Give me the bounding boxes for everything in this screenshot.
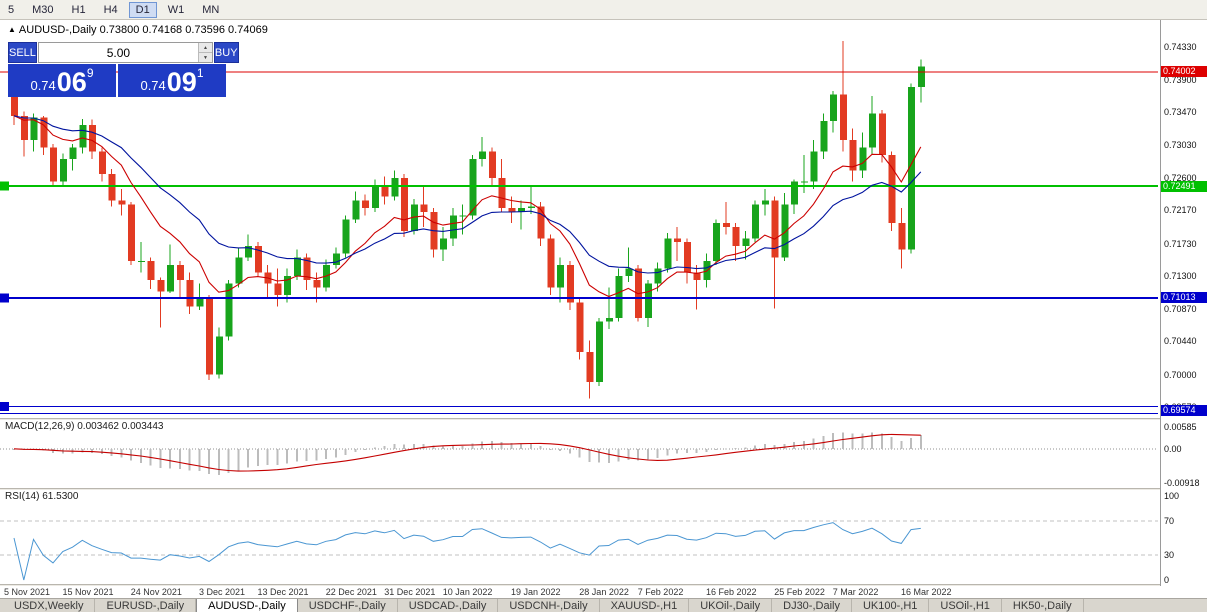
- price-tick: 0.70870: [1164, 303, 1197, 314]
- chart-tab-hk50-daily[interactable]: HK50-,Daily: [1002, 599, 1084, 612]
- volume-down-icon[interactable]: ▼: [198, 53, 212, 62]
- chart-title: ▲ AUDUSD-,Daily 0.73800 0.74168 0.73596 0…: [8, 24, 268, 36]
- price-tick: 0.70440: [1164, 336, 1197, 347]
- chart-tab-dj30-daily[interactable]: DJ30-,Daily: [772, 599, 852, 612]
- chart-tab-xauusd-h1[interactable]: XAUUSD-,H1: [600, 599, 690, 612]
- date-label: 7 Feb 2022: [637, 587, 684, 597]
- date-label: 22 Dec 2021: [325, 587, 377, 597]
- chart-tab-eurusd-daily[interactable]: EURUSD-,Daily: [95, 599, 197, 612]
- date-label: 28 Jan 2022: [579, 587, 629, 597]
- timeframe-button-H4[interactable]: H4: [103, 3, 118, 16]
- buy-price-big: 09: [166, 67, 197, 97]
- timeframe-button-M30[interactable]: M30: [32, 3, 54, 16]
- sell-price-panel[interactable]: 0.74 06 9: [8, 64, 116, 97]
- sell-price-big: 06: [56, 67, 87, 97]
- price-tick: 0.72170: [1164, 205, 1197, 216]
- sell-price-small: 0.74: [30, 78, 56, 93]
- timeframe-button-MN[interactable]: MN: [202, 3, 220, 16]
- symbol-marker-icon: ▲: [8, 25, 16, 34]
- timeframe-button-W1[interactable]: W1: [167, 3, 185, 16]
- chart-tab-usoil-h1[interactable]: USOil-,H1: [929, 599, 1002, 612]
- rsi-label: RSI(14) 61.5300: [5, 491, 79, 502]
- one-click-trading-panel: SELL ▲ ▼ BUY 0.74 06 9 0.74 09 1: [8, 42, 239, 97]
- price-tick: 0.70000: [1164, 369, 1197, 380]
- buy-price-sup: 1: [196, 66, 204, 80]
- macd-indicator-pane[interactable]: [0, 420, 1160, 488]
- macd-scale-tick: 0.00: [1164, 443, 1182, 454]
- pane-separator-dates: [0, 584, 1207, 586]
- timeframe-toolbar: 5 M30 H1 H4 D1 W1 MN: [0, 0, 1207, 20]
- volume-input[interactable]: [38, 43, 198, 62]
- rsi-indicator-pane[interactable]: [0, 490, 1160, 584]
- buy-price-panel[interactable]: 0.74 09 1: [118, 64, 226, 97]
- price-tick: 0.74330: [1164, 42, 1197, 52]
- date-label: 31 Dec 2021: [384, 587, 436, 597]
- price-tick: 0.71730: [1164, 238, 1197, 249]
- sell-price-sup: 9: [86, 66, 94, 80]
- price-tick: 0.73470: [1164, 107, 1197, 117]
- chart-tab-usdcnh-daily[interactable]: USDCNH-,Daily: [498, 599, 600, 612]
- chart-tab-usdchf-daily[interactable]: USDCHF-,Daily: [298, 599, 398, 612]
- chart-tab-bar: USDX,Weekly EURUSD-,Daily AUDUSD-,Daily USD…: [0, 598, 1207, 612]
- price-tick: 0.73900: [1164, 74, 1197, 85]
- price-tick: 0.72600: [1164, 172, 1197, 183]
- date-label: 19 Jan 2022: [511, 587, 561, 597]
- date-axis[interactable]: 5 Nov 2021 15 Nov 2021 24 Nov 2021 3 Dec 20…: [0, 587, 1160, 598]
- rsi-scale-tick: 70: [1164, 516, 1175, 527]
- price-level-tag: 0.72491: [1161, 180, 1207, 192]
- date-label: 10 Jan 2022: [442, 587, 493, 597]
- chart-tab-usdcad-daily[interactable]: USDCAD-,Daily: [398, 599, 499, 612]
- date-label: 3 Dec 2021: [199, 587, 246, 597]
- chart-tab-audusd-daily[interactable]: AUDUSD-,Daily: [196, 599, 298, 612]
- timeframe-button-H1[interactable]: H1: [71, 3, 86, 16]
- price-level-tag: 0.71013: [1161, 292, 1207, 304]
- date-label: 16 Feb 2022: [706, 587, 757, 597]
- volume-up-icon[interactable]: ▲: [198, 43, 212, 53]
- rsi-scale-tick: 30: [1164, 549, 1175, 560]
- rsi-scale-tick: 100: [1164, 491, 1180, 501]
- buy-price-small: 0.74: [140, 78, 166, 93]
- chart-tab-ukoil-daily[interactable]: UKOil-,Daily: [689, 599, 773, 612]
- price-level-tag: 0.69574: [1161, 404, 1207, 416]
- chart-tab-usdx-weekly[interactable]: USDX,Weekly: [3, 599, 96, 612]
- volume-spinner: ▲ ▼: [197, 43, 212, 62]
- date-label: 15 Nov 2021: [62, 587, 114, 597]
- macd-scale-tick: 0.00585: [1164, 422, 1197, 432]
- price-tick: 0.71300: [1164, 271, 1197, 282]
- date-label: 7 Mar 2022: [832, 587, 879, 597]
- chart-tab-uk100-h1[interactable]: UK100-,H1: [852, 599, 930, 612]
- chart-title-text: AUDUSD-,Daily 0.73800 0.74168 0.73596 0.…: [18, 24, 268, 36]
- volume-box: ▲ ▼: [37, 42, 213, 63]
- macd-scale-tick: -0.00918: [1164, 478, 1200, 488]
- timeframe-button-5[interactable]: 5: [8, 3, 15, 16]
- main-candlestick-chart[interactable]: [0, 20, 1160, 418]
- date-label: 25 Feb 2022: [774, 587, 825, 597]
- sell-button[interactable]: SELL: [8, 42, 37, 63]
- pane-separator-rsi[interactable]: [0, 488, 1207, 490]
- price-level-tag: 0.74002: [1161, 66, 1207, 78]
- timeframe-button-D1[interactable]: D1: [128, 1, 157, 18]
- date-label: 13 Dec 2021: [257, 587, 309, 597]
- pane-separator-macd[interactable]: [0, 418, 1207, 420]
- macd-label: MACD(12,26,9) 0.003462 0.003443: [5, 421, 164, 432]
- date-label: 5 Nov 2021: [4, 587, 51, 597]
- buy-button[interactable]: BUY: [213, 42, 239, 63]
- date-label: 24 Nov 2021: [130, 587, 182, 597]
- rsi-scale-tick: 0: [1164, 575, 1170, 585]
- date-label: 16 Mar 2022: [901, 587, 952, 597]
- price-tick: 0.73030: [1164, 140, 1197, 151]
- price-axis[interactable]: 0.74330 0.73900 0.73470 0.73030 0.72600 0.721…: [1160, 20, 1207, 586]
